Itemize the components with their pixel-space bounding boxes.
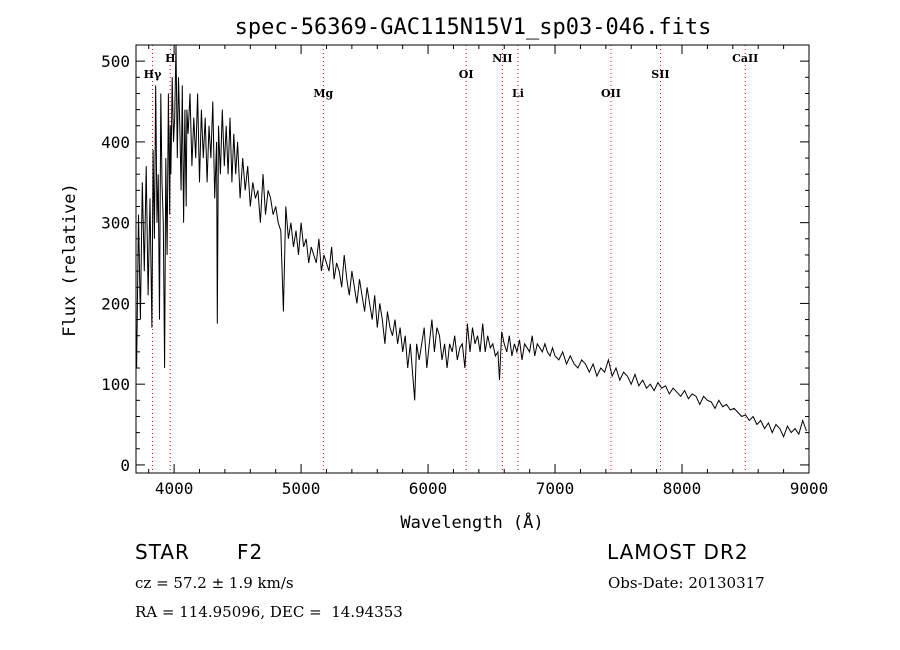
y-tick-label-5: 500 <box>101 52 130 71</box>
redshift-cz: cz = 57.2 ± 1.9 km/s <box>135 574 294 592</box>
y-tick-label-3: 300 <box>101 214 130 233</box>
y-axis-label: Flux (relative) <box>60 183 80 337</box>
survey-label: LAMOST DR2 <box>607 540 749 564</box>
x-tick-label-0: 4000 <box>155 479 194 498</box>
y-tick-label-4: 400 <box>101 133 130 152</box>
x-tick-label-5: 9000 <box>790 479 829 498</box>
line-marker-label-8: CaII <box>732 52 758 65</box>
line-marker-label-7: SII <box>651 68 669 81</box>
spectral-line-markers <box>152 45 746 473</box>
line-marker-label-0: Hγ <box>144 68 162 81</box>
y-tick-label-2: 200 <box>101 294 130 313</box>
x-tick-label-4: 8000 <box>663 479 702 498</box>
chart-title: spec-56369-GAC115N15V1_sp03-046.fits <box>235 15 712 40</box>
y-tick-label-0: 0 <box>120 456 130 475</box>
x-tick-label-1: 5000 <box>282 479 321 498</box>
obs-date: Obs-Date: 20130317 <box>608 574 765 592</box>
plot-frame <box>135 44 810 474</box>
spectral-line-labels: HγH Mg OI NII Li OII SII CaII <box>144 52 759 100</box>
line-marker-label-3: OI <box>459 68 474 81</box>
y-axis-ticks: 0 100 200 300 400 500 <box>101 52 809 475</box>
object-class: STAR <box>135 540 190 564</box>
spectrum-series-line <box>136 44 807 439</box>
ra-dec-coordinates: RA = 114.95096, DEC = 14.94353 <box>135 603 403 621</box>
line-marker-label-4: NII <box>492 52 512 65</box>
x-axis-ticks: 4000 5000 6000 7000 8000 9000 <box>148 45 829 498</box>
line-marker-label-6: OII <box>601 87 621 100</box>
object-subclass: F2 <box>237 540 264 564</box>
line-marker-label-5: Li <box>512 87 524 100</box>
x-tick-label-2: 6000 <box>409 479 448 498</box>
y-tick-label-1: 100 <box>101 375 130 394</box>
line-marker-label-1: H <box>165 52 175 65</box>
x-tick-label-3: 7000 <box>536 479 575 498</box>
x-axis-label: Wavelength (Å) <box>400 511 543 533</box>
line-marker-label-2: Mg <box>313 87 333 100</box>
